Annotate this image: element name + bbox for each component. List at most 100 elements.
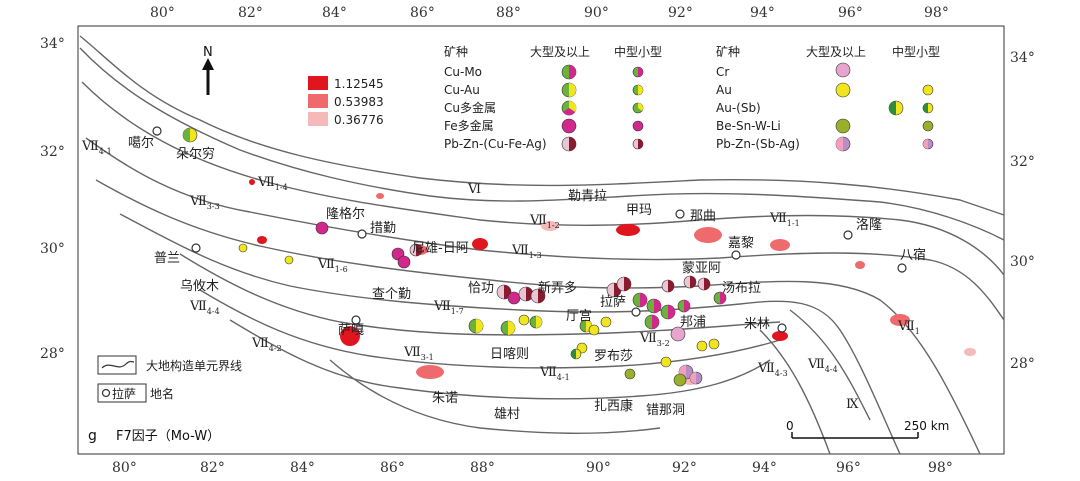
tect-label-vii-4-2: Ⅶ4-2 (251, 336, 282, 353)
place-naqu: 那曲 (690, 209, 716, 224)
place-lasa: 拉萨 (600, 295, 626, 310)
top-longitude-labels: 80° 82° 84° 86° 88° 90° 92° 94° 96° 98° (150, 5, 949, 21)
deposit-fe (507, 291, 521, 305)
place-duoerqiong: 朵尔穷 (176, 146, 215, 162)
legend-au-sb: Au-(Sb) (716, 101, 761, 115)
lon-top-84: 84° (322, 5, 347, 21)
deposit-pb-zn (616, 276, 632, 292)
anomaly-patch (855, 261, 865, 269)
place-gaer: 噶尔 (128, 136, 154, 151)
place-luobusha: 罗布莎 (594, 349, 633, 364)
anomaly-patch (541, 221, 559, 231)
place-marker-jiali (731, 250, 741, 260)
left-latitude-labels: 34° 32° 30° 28° (40, 36, 65, 362)
deposit-pb-zn (409, 243, 423, 257)
place-leqingla: 勒青拉 (568, 189, 607, 204)
tect-label-vii-4-4-a: Ⅶ4-4 (189, 299, 220, 316)
tect-label-vii-3-3: Ⅶ3-3 (189, 194, 220, 211)
bottom-longitude-labels: 80° 82° 84° 86° 88° 90° 92° 94° 96° 98° (112, 460, 953, 476)
place-chageqin: 查个勤 (372, 287, 411, 302)
legend-header-medium-right: 中型小型 (892, 44, 940, 59)
lon-bottom-94: 94° (752, 460, 777, 476)
anomaly-patch (249, 179, 255, 185)
legend-medium-symbols-right (888, 84, 934, 150)
place-pulan: 普兰 (154, 251, 180, 266)
factor-swatch-mid (308, 94, 328, 108)
map-frame (77, 25, 1005, 455)
place-legend-label: 地名 (150, 386, 174, 401)
tect-label-vii-4-1: Ⅶ4-1 (539, 365, 570, 382)
place-wuyoumu: 乌攸木 (180, 278, 219, 294)
lon-bottom-84: 84° (290, 460, 315, 476)
lat-left-28: 28° (40, 346, 65, 362)
legend-header-medium-left: 中型小型 (614, 44, 662, 59)
place-legend-sample: 拉萨 (112, 386, 136, 401)
anomaly-patch (340, 326, 360, 346)
deposit-symbols (182, 127, 727, 387)
factor-swatch-high (308, 76, 328, 90)
deposit-au (518, 314, 530, 326)
place-tangbula: 汤布拉 (722, 281, 761, 296)
place-mengyaa: 蒙亚阿 (682, 261, 721, 276)
lon-bottom-80: 80° (112, 460, 137, 476)
deposit-be-sn (624, 368, 636, 380)
lon-top-92: 92° (668, 5, 693, 21)
deposit-au (660, 356, 672, 368)
place-marker-basu (897, 263, 907, 273)
place-marker-pulan (191, 243, 201, 253)
place-marker-milin (777, 323, 787, 333)
deposit-pb-zn-sb (689, 371, 703, 385)
deposit-duoerqiong (182, 127, 198, 143)
tect-label-vii-1-7: Ⅶ1-7 (433, 299, 464, 316)
deposit-cu-mo (660, 304, 676, 320)
lon-top-88: 88° (496, 5, 521, 21)
tect-label-vii-4-4-b: Ⅶ4-4 (807, 357, 838, 374)
tect-label-vii-4-3: Ⅶ4-3 (757, 361, 788, 378)
lon-top-98: 98° (924, 5, 949, 21)
lat-left-32: 32° (40, 144, 65, 160)
factor-value-low: 0.36776 (334, 113, 384, 127)
deposit-pb-zn (697, 277, 711, 291)
deposit-cu-mo (646, 298, 662, 314)
scale-start: 0 (786, 419, 794, 433)
lon-bottom-88: 88° (470, 460, 495, 476)
place-labels: 噶尔 朵尔穷 隆格尔 措勤 勒青拉 甲玛 那曲 洛隆 嘉黎 八宿 普兰 尼雄-日… (128, 136, 926, 422)
legend-header-large-right: 大型及以上 (806, 45, 866, 59)
place-jiali: 嘉黎 (728, 236, 754, 251)
tect-label-ix: Ⅸ (846, 397, 859, 412)
scale-end: 250 km (904, 419, 949, 433)
legend-header-large-left: 大型及以上 (530, 45, 590, 59)
anomaly-patch (472, 238, 488, 250)
deposit-pb-zn (661, 279, 675, 293)
anomaly-patch (257, 236, 267, 244)
place-longgeer: 隆格尔 (326, 206, 365, 222)
deposit-cu-au (468, 318, 484, 334)
factor-value-high: 1.12545 (334, 77, 384, 91)
place-legend-box (97, 383, 147, 403)
legend-cu-au: Cu-Au (444, 83, 480, 97)
panel-label: g (88, 428, 97, 444)
legend-pb-zn-cu: Pb-Zn-(Cu-Fe-Ag) (444, 137, 547, 151)
place-cuonadong: 错那洞 (646, 403, 685, 418)
place-bangpu: 邦浦 (680, 315, 706, 330)
deposit-cu-mo (713, 291, 727, 305)
tect-label-vii-1-6: Ⅶ1-6 (317, 257, 348, 274)
place-marker-lasa (631, 307, 641, 317)
place-niexiong: 尼雄-日阿 (412, 241, 469, 256)
anomaly-patch (964, 348, 976, 356)
legend-pb-zn-sb: Pb-Zn-(Sb-Ag) (716, 137, 800, 151)
legend-be-sn-w-li: Be-Sn-W-Li (716, 119, 781, 133)
anomaly-patch (772, 331, 788, 341)
legend-large-symbols-left (561, 64, 577, 152)
deposit-cu-au (529, 315, 543, 329)
legend-header-mineral-right: 矿种 (716, 45, 740, 59)
place-saga: 萨嘎 (338, 323, 364, 338)
place-marker-gaer (152, 126, 162, 136)
anomaly-patch (694, 227, 722, 243)
lon-bottom-98: 98° (928, 460, 953, 476)
legend-au: Au (716, 83, 732, 97)
deposit-cu-mo (644, 314, 660, 330)
place-zhunuo: 朱诺 (432, 391, 458, 406)
deposit-pb-zn (683, 275, 697, 289)
